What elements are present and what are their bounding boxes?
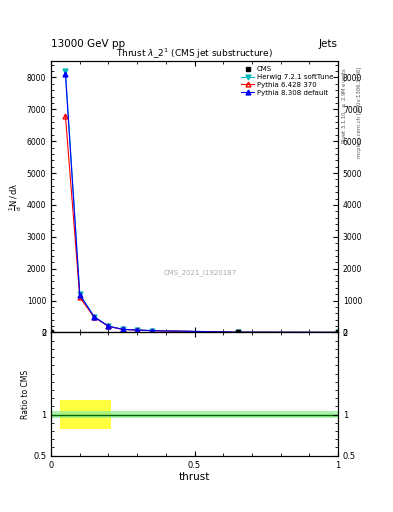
Line: Pythia 6.428 370: Pythia 6.428 370	[63, 113, 340, 335]
CMS	[49, 329, 53, 335]
Herwig 7.2.1 softTune	[235, 329, 240, 335]
Pythia 6.428 370	[135, 327, 140, 333]
Herwig 7.2.1 softTune	[92, 313, 97, 319]
Herwig 7.2.1 softTune	[63, 68, 68, 74]
Pythia 8.308 default	[235, 329, 240, 335]
Pythia 8.308 default	[336, 329, 340, 335]
Pythia 8.308 default	[106, 323, 111, 329]
Y-axis label: $\frac{1}{\rm d}N\,/\,{\rm d}\lambda$: $\frac{1}{\rm d}N\,/\,{\rm d}\lambda$	[7, 183, 24, 211]
Herwig 7.2.1 softTune	[336, 329, 340, 335]
Herwig 7.2.1 softTune	[106, 323, 111, 329]
Line: Herwig 7.2.1 softTune: Herwig 7.2.1 softTune	[63, 69, 340, 335]
Bar	[51, 411, 338, 418]
Text: Jets: Jets	[319, 38, 338, 49]
Pythia 8.308 default	[120, 326, 125, 332]
Herwig 7.2.1 softTune	[120, 326, 125, 332]
Pythia 6.428 370	[235, 329, 240, 335]
Pythia 6.428 370	[120, 326, 125, 332]
CMS	[336, 329, 340, 335]
Pythia 6.428 370	[63, 113, 68, 119]
Pythia 8.308 default	[135, 327, 140, 333]
Herwig 7.2.1 softTune	[135, 327, 140, 333]
Pythia 6.428 370	[149, 328, 154, 334]
Pythia 6.428 370	[92, 314, 97, 320]
Title: Thrust $\lambda\_2^1$ (CMS jet substructure): Thrust $\lambda\_2^1$ (CMS jet substruct…	[116, 47, 273, 61]
Pythia 8.308 default	[149, 328, 154, 334]
Pythia 6.428 370	[106, 324, 111, 330]
Bar	[60, 400, 111, 430]
Legend: CMS, Herwig 7.2.1 softTune, Pythia 6.428 370, Pythia 8.308 default: CMS, Herwig 7.2.1 softTune, Pythia 6.428…	[240, 65, 334, 97]
Herwig 7.2.1 softTune	[77, 291, 82, 297]
Pythia 8.308 default	[77, 292, 82, 298]
Line: CMS: CMS	[49, 330, 340, 334]
Text: Rivet 3.1.10, $\geq$ 2.9M events: Rivet 3.1.10, $\geq$ 2.9M events	[340, 67, 348, 144]
CMS	[235, 329, 240, 335]
Text: mcplots.cern.ch [arXiv:1306.3436]: mcplots.cern.ch [arXiv:1306.3436]	[357, 67, 362, 158]
Text: 13000 GeV pp: 13000 GeV pp	[51, 38, 125, 49]
Text: CMS_2021_I1920187: CMS_2021_I1920187	[163, 269, 237, 276]
Pythia 6.428 370	[336, 329, 340, 335]
Y-axis label: Ratio to CMS: Ratio to CMS	[21, 370, 30, 419]
Line: Pythia 8.308 default: Pythia 8.308 default	[63, 72, 340, 335]
X-axis label: thrust: thrust	[179, 472, 210, 482]
Pythia 8.308 default	[92, 314, 97, 320]
Pythia 8.308 default	[63, 71, 68, 77]
Herwig 7.2.1 softTune	[149, 328, 154, 334]
Pythia 6.428 370	[77, 294, 82, 301]
